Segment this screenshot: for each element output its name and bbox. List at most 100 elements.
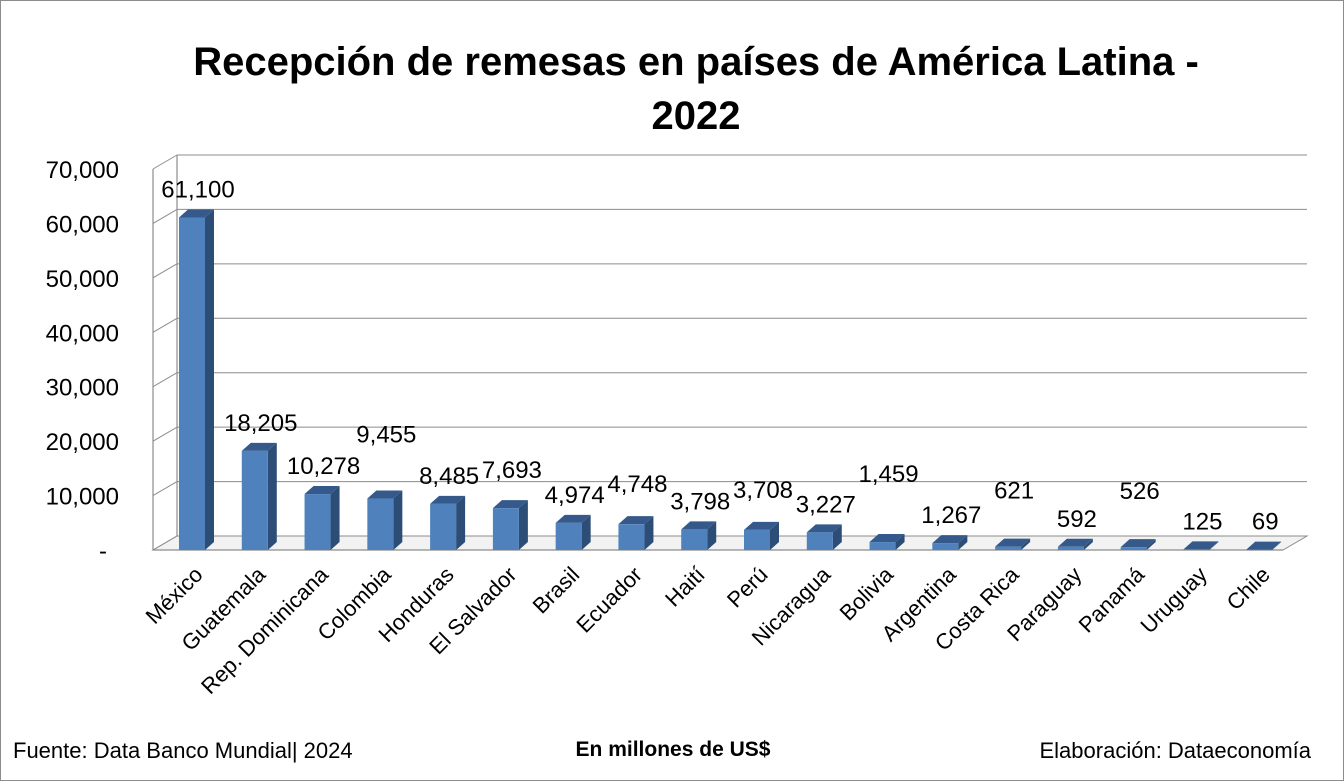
y-tick-label: 10,000 [46, 484, 119, 511]
gridline-diagonal [152, 208, 178, 224]
bar-top [806, 524, 842, 533]
data-label: 69 [1252, 509, 1279, 536]
bar-top [744, 521, 779, 530]
bar-side [456, 495, 466, 550]
data-label: 1,459 [859, 461, 919, 488]
gridline-diagonal [152, 372, 178, 388]
bar [932, 543, 959, 550]
data-label: 526 [1120, 478, 1160, 505]
bar-side [1021, 538, 1031, 550]
bar [430, 503, 457, 550]
bar-top [367, 490, 403, 499]
bar-side [1209, 541, 1219, 550]
bar [1057, 546, 1084, 550]
bar-side [707, 521, 717, 550]
bar-top [1120, 539, 1156, 548]
bar [241, 450, 268, 550]
footer-credit: Elaboración: Dataeconomía [1039, 738, 1312, 763]
bar-side [393, 490, 403, 550]
bar [179, 217, 205, 551]
chart-title: Recepción de remesas en países de Améric… [193, 40, 1199, 138]
data-label: 9,455 [356, 422, 416, 449]
x-tick-label: Ecuador [571, 562, 647, 638]
bar [367, 498, 394, 550]
gridline-diagonal [152, 317, 178, 333]
bar-top [430, 495, 466, 504]
y-tick-label: 50,000 [46, 266, 119, 293]
data-label: 592 [1057, 506, 1097, 533]
bar-top [681, 521, 717, 530]
data-label: 61,100 [161, 176, 234, 203]
data-label: 3,708 [733, 477, 793, 504]
data-label: 621 [994, 478, 1034, 505]
bar [1183, 549, 1210, 550]
bar-top [869, 534, 905, 543]
bar-top [555, 514, 591, 523]
data-label: 3,798 [670, 488, 730, 515]
bar [304, 494, 331, 550]
y-tick-label: 70,000 [46, 157, 119, 184]
x-tick-label: Brasil [528, 562, 585, 619]
bar-side [1083, 538, 1093, 550]
data-label: 1,267 [921, 502, 981, 529]
gridline-diagonal [152, 481, 178, 497]
bar [869, 542, 896, 550]
gridline-diagonal [152, 263, 178, 279]
data-label: 18,205 [224, 410, 297, 437]
y-tick-label: 20,000 [46, 429, 119, 456]
x-tick-label: Uruguay [1136, 562, 1212, 638]
bar-side [205, 209, 214, 551]
bar-side [770, 521, 779, 550]
data-label: 4,748 [607, 471, 667, 498]
bar [618, 524, 645, 550]
x-tick-label: Perú [722, 562, 773, 613]
bar [555, 522, 582, 550]
bar [806, 532, 833, 550]
y-tick-label: - [99, 538, 107, 565]
x-tick-label: Chile [1222, 562, 1275, 615]
bar-side [958, 535, 968, 550]
data-label: 3,227 [796, 491, 856, 518]
bar-side [644, 516, 654, 550]
data-label: 4,974 [545, 482, 605, 509]
bar-side [330, 486, 340, 550]
bar-top [618, 516, 654, 525]
bar [1120, 547, 1147, 550]
data-label: 125 [1182, 508, 1222, 535]
bar-top [492, 500, 528, 509]
bar [681, 529, 708, 550]
bar-top [995, 538, 1031, 547]
bar-side [581, 514, 591, 550]
bar [744, 529, 770, 550]
gridline-diagonal [152, 426, 178, 442]
bar-top [1183, 541, 1219, 550]
footer-units: En millones de US$ [575, 738, 771, 761]
footer-source: Fuente: Data Banco Mundial| 2024 [13, 738, 353, 763]
data-label: 7,693 [482, 457, 542, 484]
gridline-diagonal [152, 154, 178, 170]
data-label: 8,485 [419, 463, 479, 490]
gridline-diagonal [152, 535, 178, 551]
bar [995, 546, 1022, 550]
bar-top [241, 442, 277, 451]
bar [492, 508, 519, 550]
bar-top [932, 535, 968, 544]
bar-side [895, 534, 905, 550]
bar-top [304, 486, 340, 495]
y-tick-label: 60,000 [46, 211, 119, 238]
bar-top [1057, 538, 1093, 547]
bar-side [518, 500, 528, 550]
bar-top [179, 209, 214, 218]
bar-side [1272, 541, 1282, 550]
bar-side [267, 442, 277, 550]
x-tick-label: Panamá [1074, 561, 1150, 637]
bar-side [1146, 539, 1156, 550]
bar-top [1246, 541, 1282, 550]
bar-side [832, 524, 842, 550]
bar [1246, 549, 1273, 551]
y-tick-label: 40,000 [46, 320, 119, 347]
y-tick-label: 30,000 [46, 375, 119, 402]
data-label: 10,278 [287, 453, 360, 480]
